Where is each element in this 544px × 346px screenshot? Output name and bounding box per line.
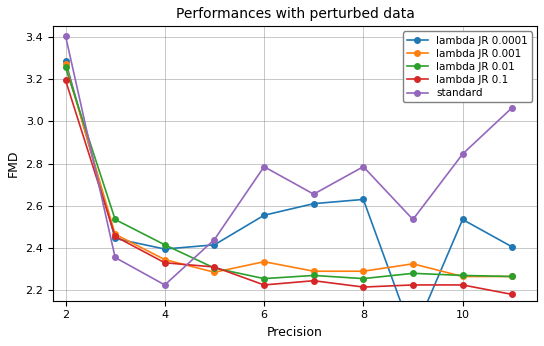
lambda JR 0.01 xyxy=(311,273,317,277)
lambda JR 0.0001 xyxy=(410,334,416,338)
lambda JR 0.1 xyxy=(360,285,367,289)
Legend: lambda JR 0.0001, lambda JR 0.001, lambda JR 0.01, lambda JR 0.1, standard: lambda JR 0.0001, lambda JR 0.001, lambd… xyxy=(403,31,532,102)
standard xyxy=(509,106,516,110)
Line: lambda JR 0.0001: lambda JR 0.0001 xyxy=(63,58,515,338)
lambda JR 0.0001 xyxy=(162,247,168,251)
lambda JR 0.01 xyxy=(410,271,416,275)
standard xyxy=(410,217,416,221)
lambda JR 0.01 xyxy=(261,276,267,281)
lambda JR 0.001 xyxy=(360,269,367,273)
lambda JR 0.0001 xyxy=(112,236,119,240)
lambda JR 0.001 xyxy=(211,270,218,274)
Line: standard: standard xyxy=(63,33,515,288)
lambda JR 0.0001 xyxy=(459,217,466,221)
standard xyxy=(162,283,168,287)
lambda JR 0.1 xyxy=(459,283,466,287)
Line: lambda JR 0.1: lambda JR 0.1 xyxy=(63,78,515,297)
standard xyxy=(261,165,267,169)
lambda JR 0.001 xyxy=(459,274,466,279)
lambda JR 0.1 xyxy=(261,283,267,287)
lambda JR 0.1 xyxy=(311,279,317,283)
lambda JR 0.0001 xyxy=(261,213,267,217)
standard xyxy=(112,255,119,260)
lambda JR 0.1 xyxy=(112,234,119,238)
lambda JR 0.001 xyxy=(261,260,267,264)
lambda JR 0.0001 xyxy=(311,202,317,206)
lambda JR 0.01 xyxy=(112,217,119,221)
lambda JR 0.01 xyxy=(62,65,69,70)
lambda JR 0.1 xyxy=(410,283,416,287)
standard xyxy=(311,192,317,196)
lambda JR 0.001 xyxy=(62,62,69,66)
lambda JR 0.0001 xyxy=(211,243,218,247)
lambda JR 0.0001 xyxy=(62,59,69,63)
standard xyxy=(62,34,69,38)
standard xyxy=(360,165,367,169)
lambda JR 0.0001 xyxy=(509,245,516,249)
X-axis label: Precision: Precision xyxy=(267,326,323,339)
lambda JR 0.1 xyxy=(62,78,69,82)
lambda JR 0.001 xyxy=(162,257,168,262)
lambda JR 0.001 xyxy=(112,232,119,236)
lambda JR 0.01 xyxy=(509,274,516,279)
standard xyxy=(211,237,218,242)
lambda JR 0.001 xyxy=(311,269,317,273)
lambda JR 0.01 xyxy=(360,276,367,281)
lambda JR 0.01 xyxy=(162,243,168,247)
lambda JR 0.001 xyxy=(410,262,416,266)
Title: Performances with perturbed data: Performances with perturbed data xyxy=(176,7,415,21)
lambda JR 0.1 xyxy=(509,292,516,297)
standard xyxy=(459,152,466,156)
lambda JR 0.001 xyxy=(509,274,516,279)
lambda JR 0.01 xyxy=(211,266,218,270)
Y-axis label: FMD: FMD xyxy=(7,150,20,177)
Line: lambda JR 0.001: lambda JR 0.001 xyxy=(63,62,515,279)
lambda JR 0.01 xyxy=(459,273,466,277)
Line: lambda JR 0.01: lambda JR 0.01 xyxy=(63,65,515,281)
lambda JR 0.1 xyxy=(162,261,168,265)
lambda JR 0.0001 xyxy=(360,197,367,201)
lambda JR 0.1 xyxy=(211,265,218,269)
